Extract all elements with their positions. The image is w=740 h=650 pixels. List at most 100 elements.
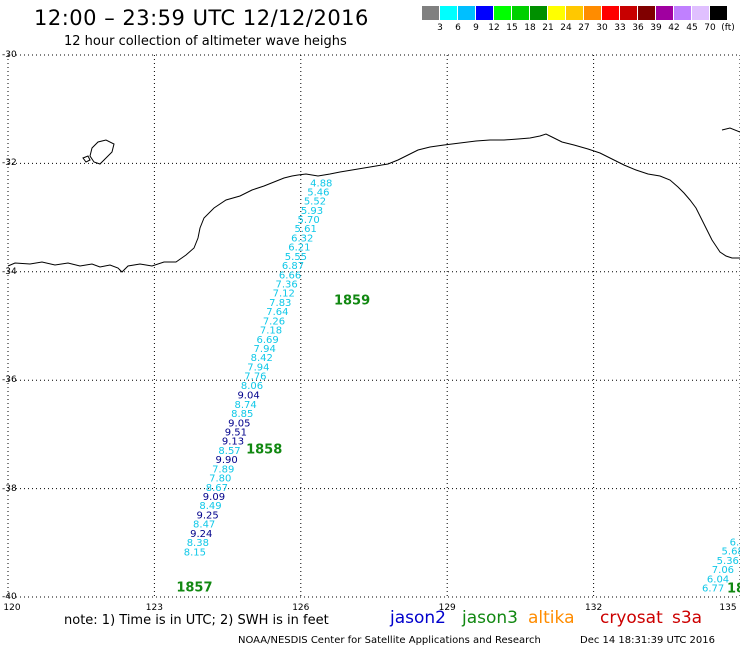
wave-height-value: 9.13 xyxy=(222,437,244,448)
coastline-south-australia xyxy=(7,133,740,273)
latitude-tick-label: -36 xyxy=(2,375,17,386)
wave-height-value: 8.49 xyxy=(199,501,221,512)
colorbar-swatch xyxy=(440,6,457,20)
wave-height-value: 7.18 xyxy=(260,326,282,337)
colorbar-label: 21 xyxy=(542,23,554,33)
colorbar-swatch xyxy=(692,6,709,20)
latitude-tick-label: -30 xyxy=(2,50,17,60)
legend-jason3: jason3 xyxy=(462,608,518,628)
latitude-tick-label: -34 xyxy=(2,266,17,277)
wave-height-value: 6.87 xyxy=(282,261,304,272)
wave-height-value: 9.05 xyxy=(228,418,250,429)
wave-height-value: 5.68 xyxy=(722,547,740,558)
colorbar-label: 9 xyxy=(473,23,479,33)
wave-height-value: 7.06 xyxy=(712,565,734,576)
colorbar xyxy=(422,6,730,20)
wave-height-value: 8.42 xyxy=(251,353,273,364)
wave-height-value: 5.93 xyxy=(301,206,323,217)
latitude-tick-label: -32 xyxy=(2,158,17,169)
wave-height-value: 7.64 xyxy=(266,307,288,318)
island-small xyxy=(82,155,91,163)
wave-height-value: 7.94 xyxy=(247,362,269,373)
legend-jason2: jason2 xyxy=(390,608,446,628)
longitude-tick-label: 135 xyxy=(719,603,737,613)
island-recherche xyxy=(89,139,115,165)
legend-altika: altika xyxy=(528,608,575,628)
colorbar-label: 27 xyxy=(578,23,590,33)
wave-height-value: 7.76 xyxy=(244,372,266,383)
wave-height-value: 6.69 xyxy=(256,335,278,346)
colorbar-label: 12 xyxy=(488,23,500,33)
colorbar-swatch xyxy=(584,6,601,20)
legend-cryosat: cryosat xyxy=(600,608,663,628)
wave-height-value: 5.52 xyxy=(304,197,326,208)
wave-height-value: 7.80 xyxy=(209,474,231,485)
coastline-east-fragment xyxy=(721,127,740,133)
colorbar-label: 45 xyxy=(686,23,698,33)
wave-height-value: 9.25 xyxy=(196,510,218,521)
longitude-tick-label: 132 xyxy=(585,603,603,613)
map-title: 12:00 – 23:59 UTC 12/12/2016 xyxy=(34,6,369,30)
wave-height-value: 8.67 xyxy=(206,483,228,494)
wave-height-value: 7.89 xyxy=(212,464,234,475)
colorbar-swatch xyxy=(710,6,727,20)
wave-height-value: 8.57 xyxy=(218,446,240,457)
colorbar-label: 3 xyxy=(437,23,443,33)
colorbar-label: 18 xyxy=(524,23,536,33)
colorbar-swatch xyxy=(512,6,529,20)
wave-height-value: 5.46 xyxy=(307,187,329,198)
latitude-tick-label: -40 xyxy=(2,592,17,602)
wave-height-value: 6.2 xyxy=(730,538,740,549)
wave-height-value: 5.36 xyxy=(717,556,739,567)
wave-height-value: 6.32 xyxy=(291,233,313,244)
colorbar-label: 42 xyxy=(668,23,680,33)
wave-height-value: 9.90 xyxy=(215,455,237,466)
pass-time-label: 1858 xyxy=(246,442,282,457)
wave-height-value: 6.04 xyxy=(707,574,729,585)
colorbar-label: 36 xyxy=(632,23,644,33)
wave-height-value: 9.51 xyxy=(225,427,247,438)
legend-s3a: s3a xyxy=(672,608,703,628)
wave-height-value: 8.06 xyxy=(241,381,263,392)
longitude-tick-label: 120 xyxy=(3,603,21,613)
colorbar-label: 24 xyxy=(560,23,572,33)
colorbar-label: (ft) xyxy=(721,23,735,33)
altimeter-tracks: 4.885.465.525.935.705.616.326.215.556.87… xyxy=(184,179,740,595)
pass-time-label: 18 xyxy=(727,582,740,597)
wave-height-value: 9.09 xyxy=(203,492,225,503)
wave-height-value: 5.70 xyxy=(297,215,319,226)
wave-height-value: 8.74 xyxy=(235,400,257,411)
colorbar-swatch xyxy=(458,6,475,20)
pass-time-label: 1857 xyxy=(176,581,212,596)
colorbar-swatch xyxy=(620,6,637,20)
colorbar-label: 6 xyxy=(455,23,461,33)
colorbar-swatch xyxy=(656,6,673,20)
longitude-tick-label: 126 xyxy=(292,603,310,613)
wave-height-value: 7.94 xyxy=(254,344,276,355)
colorbar-swatch xyxy=(530,6,547,20)
colorbar-label: 39 xyxy=(650,23,662,33)
colorbar-label: 15 xyxy=(506,23,518,33)
colorbar-label: 30 xyxy=(596,23,608,33)
longitude-tick-label: 129 xyxy=(438,603,456,613)
wave-height-value: 7.36 xyxy=(276,280,298,291)
wave-height-value: 5.61 xyxy=(295,224,317,235)
wave-height-value: 7.83 xyxy=(269,298,291,309)
wave-height-value: 6.77 xyxy=(702,584,724,595)
map-subtitle: 12 hour collection of altimeter wave hei… xyxy=(64,34,347,49)
wave-height-value: 8.85 xyxy=(231,409,253,420)
colorbar-labels: 3 6 9 12 15 18 21 24 27 30 33 36 39 42 45 70 (ft) xyxy=(422,23,740,35)
longitude-tick-label: 123 xyxy=(145,603,163,613)
wave-height-value: 5.55 xyxy=(285,252,307,263)
coastline xyxy=(7,127,740,273)
colorbar-label: 70 xyxy=(704,23,716,33)
colorbar-label: 33 xyxy=(614,23,626,33)
wave-height-value: 9.04 xyxy=(237,391,259,402)
time-labels: 1859 1858 1857 18 xyxy=(176,293,740,596)
colorbar-swatch xyxy=(566,6,583,20)
colorbar-swatch xyxy=(422,6,439,20)
wave-height-value: 7.26 xyxy=(263,316,285,327)
wave-height-value: 8.38 xyxy=(187,538,209,549)
colorbar-swatch xyxy=(494,6,511,20)
